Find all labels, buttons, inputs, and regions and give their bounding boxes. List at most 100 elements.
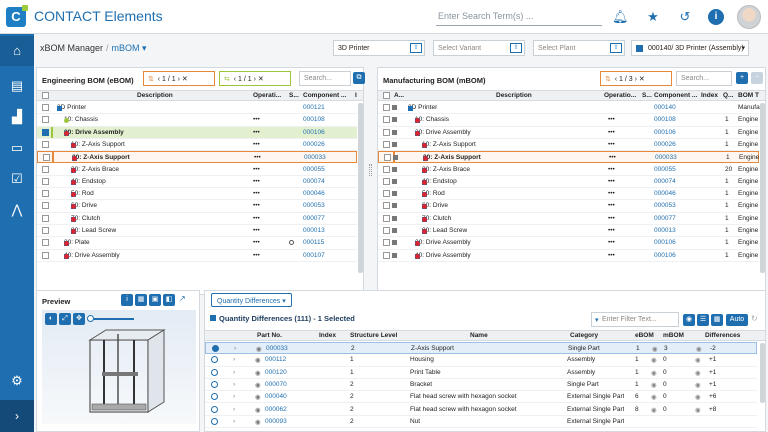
expand-rail-icon[interactable]: › [0, 400, 34, 432]
row-component-link[interactable]: 000074 [654, 177, 676, 185]
cell-part[interactable]: 000070 [265, 380, 287, 388]
row-checkbox[interactable] [383, 128, 390, 136]
row-checkbox[interactable] [383, 165, 390, 173]
view-icon[interactable]: ◉ [255, 418, 261, 426]
row-checkbox[interactable] [42, 165, 49, 173]
mbom-row[interactable]: 80: Lead Screw ••• 000013 1 Engine [378, 225, 759, 238]
expand-icon[interactable]: › [234, 345, 237, 352]
row-checkbox[interactable] [42, 239, 49, 247]
diff-view-icon[interactable]: ◉ [695, 357, 701, 365]
preview-3d-icon[interactable]: ◧ [163, 294, 175, 306]
row-assign-icon[interactable] [392, 166, 397, 172]
row-component-link[interactable]: 000108 [303, 116, 325, 124]
row-assign-icon[interactable] [392, 117, 397, 123]
quantity-differences-dropdown[interactable]: Quantity Differences ▾ [211, 293, 292, 307]
row-component-link[interactable]: 000106 [654, 239, 676, 247]
ebom-row[interactable]: ▾20: Drive Assembly ••• 000106 [37, 126, 357, 139]
row-operation[interactable]: ••• [609, 154, 616, 162]
star-icon[interactable]: ★ [647, 9, 659, 24]
row-operation[interactable]: ••• [253, 227, 260, 234]
row-checkbox[interactable] [383, 202, 390, 210]
assembly-selector[interactable]: 000140/ 3D Printer (Assembly) ▾ [631, 40, 749, 56]
plant-selector[interactable]: Select Plant ⇧ [533, 40, 625, 56]
row-assign-icon[interactable] [392, 228, 397, 233]
row-operation[interactable]: ••• [253, 128, 260, 136]
breadcrumb-current[interactable]: mBOM [111, 43, 140, 53]
ebom-search-input[interactable]: Search... [299, 71, 351, 86]
row-component-link[interactable]: 000033 [304, 154, 326, 162]
row-checkbox[interactable] [383, 116, 390, 124]
row-operation[interactable]: ••• [608, 128, 615, 136]
ebom-row[interactable]: 70: Clutch ••• 000077 [37, 213, 357, 225]
refresh-icon[interactable]: ↻ [751, 314, 758, 323]
expand-icon[interactable]: › [233, 356, 236, 364]
filter-input[interactable]: ▾ Enter Filter Text... [591, 312, 679, 327]
avatar[interactable] [737, 5, 761, 29]
row-component-link[interactable]: 000053 [654, 202, 676, 210]
view-icon[interactable]: ◉ [255, 369, 261, 377]
row-assign-icon[interactable] [393, 155, 398, 161]
ebom-pager-orange[interactable]: ⇅ ‹ 1 / 1 › ✕ [143, 71, 215, 86]
ebom-view-icon[interactable]: ◉ [651, 357, 657, 365]
diff-view-icon[interactable]: ◉ [695, 394, 701, 402]
mbom-row[interactable]: 60: Drive ••• 000053 1 Engine [378, 200, 759, 213]
mbom-row[interactable]: 30: Z-Axis Brace ••• 000055 20 Engine [378, 164, 759, 176]
row-checkbox[interactable] [42, 128, 49, 136]
row-assign-icon[interactable] [392, 215, 397, 221]
row-radio[interactable] [212, 345, 219, 352]
global-search-input[interactable]: Enter Search Term(s) ... [436, 8, 602, 26]
mbom-row[interactable]: 40: Endstop ••• 000074 1 Engine [378, 176, 759, 189]
diff-view-icon[interactable]: ◉ [695, 406, 701, 414]
expand-icon[interactable]: › [233, 405, 236, 413]
history-icon[interactable]: ↺ [679, 9, 691, 24]
ebom-row[interactable]: 80: Lead Screw ••• 000013 [37, 225, 357, 238]
view-icon[interactable]: ◉ [255, 394, 261, 402]
variant-selector[interactable]: Select Variant ⇧ [433, 40, 525, 56]
expand-icon[interactable]: › [233, 380, 236, 388]
cell-part[interactable]: 000040 [265, 393, 287, 401]
row-component-link[interactable]: 000046 [303, 190, 325, 198]
bell-icon[interactable]: 🔔︎ [612, 9, 629, 24]
ebom-pager-green[interactable]: ⇆ ‹ 1 / 1 › ✕ [219, 71, 291, 86]
row-checkbox[interactable] [383, 177, 390, 185]
row-operation[interactable]: ••• [254, 154, 261, 162]
row-component-link[interactable]: 000026 [654, 140, 676, 148]
row-assign-icon[interactable] [392, 141, 397, 147]
tasks-icon[interactable]: ☑ [11, 171, 23, 186]
document-icon[interactable]: ▤ [10, 78, 24, 93]
quantity-row[interactable]: › ◉ 000062 2 Flat head screw with hexagon so… [205, 404, 757, 416]
row-component-link[interactable]: 000107 [303, 251, 325, 259]
mbom-scrollbar[interactable] [760, 103, 765, 273]
quantity-row[interactable]: › ◉ 000093 2 Nut External Single Part [205, 416, 757, 429]
row-operation[interactable]: ••• [608, 140, 615, 148]
row-checkbox[interactable] [42, 104, 49, 111]
row-checkbox[interactable] [383, 190, 390, 198]
row-assign-icon[interactable] [392, 203, 397, 209]
cell-part[interactable]: 000033 [266, 345, 288, 352]
list-view-icon[interactable]: ☰ [697, 314, 709, 326]
diff-view-icon[interactable]: ◉ [696, 346, 702, 353]
row-checkbox[interactable] [383, 239, 390, 247]
quantity-scrollbar[interactable] [760, 343, 765, 403]
row-operation[interactable]: ••• [608, 214, 615, 222]
gear-icon[interactable]: ⚙ [11, 373, 23, 388]
mbom-add-icon[interactable]: + [736, 72, 748, 84]
row-operation[interactable]: ••• [608, 177, 615, 185]
row-checkbox[interactable] [42, 177, 49, 185]
vertical-splitter-handle[interactable] [369, 164, 372, 176]
ebom-view-icon[interactable]: ◉ [651, 381, 657, 389]
ebom-row[interactable]: 30: Z-Axis Brace ••• 000055 [37, 164, 357, 176]
row-checkbox[interactable] [42, 227, 49, 234]
row-assign-icon[interactable] [392, 252, 397, 258]
info-icon[interactable]: i [708, 9, 724, 25]
mbom-remove-icon[interactable]: − [751, 72, 763, 84]
row-component-link[interactable]: 000013 [654, 227, 676, 234]
row-checkbox[interactable] [384, 154, 391, 162]
diff-view-icon[interactable]: ◉ [695, 381, 701, 389]
row-checkbox[interactable] [42, 251, 49, 259]
mbom-search-input[interactable]: Search... [676, 71, 732, 86]
row-operation[interactable]: ••• [253, 251, 260, 259]
